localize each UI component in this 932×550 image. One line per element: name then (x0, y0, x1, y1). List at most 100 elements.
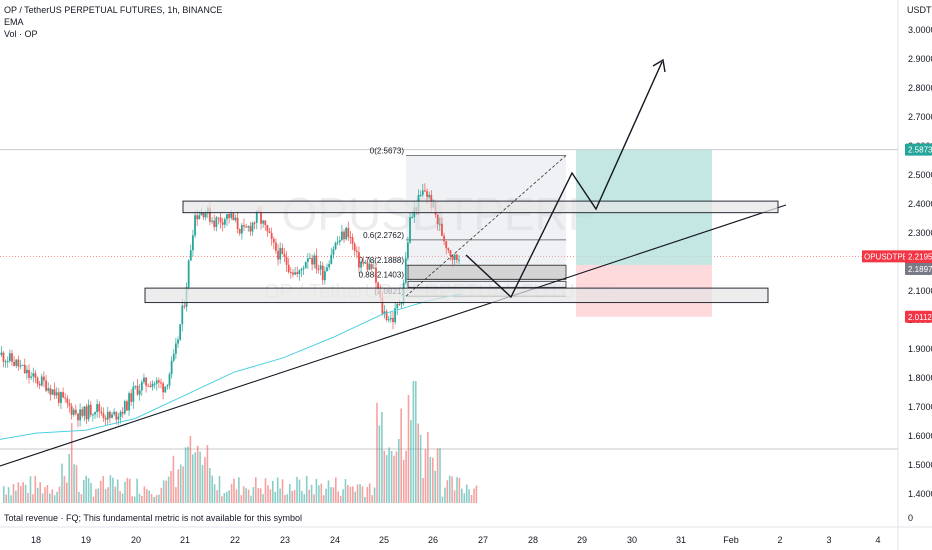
candle[interactable] (236, 217, 239, 230)
candle[interactable] (143, 377, 145, 383)
candle[interactable] (153, 383, 156, 385)
candle[interactable] (170, 360, 173, 375)
projection-path[interactable] (465, 61, 663, 299)
candle[interactable] (385, 311, 388, 321)
candle[interactable] (245, 226, 248, 228)
candle[interactable] (83, 406, 86, 416)
candle[interactable] (392, 317, 394, 323)
candle[interactable] (387, 319, 390, 321)
candle[interactable] (157, 380, 160, 383)
candle[interactable] (338, 240, 341, 242)
candle[interactable] (360, 262, 362, 268)
candle[interactable] (223, 219, 226, 225)
candle[interactable] (117, 416, 120, 420)
candle[interactable] (294, 272, 296, 275)
candle[interactable] (287, 264, 290, 273)
candle[interactable] (370, 264, 373, 269)
candle[interactable] (174, 343, 177, 354)
candle[interactable] (347, 227, 350, 238)
candle[interactable] (181, 305, 184, 325)
candle[interactable] (177, 339, 179, 344)
candle[interactable] (40, 376, 43, 386)
candle[interactable] (91, 414, 94, 416)
candle[interactable] (409, 217, 411, 243)
candle[interactable] (449, 250, 452, 257)
candle[interactable] (68, 403, 71, 406)
candle[interactable] (119, 411, 122, 417)
candle[interactable] (443, 235, 445, 242)
candle[interactable] (315, 255, 318, 269)
candle[interactable] (247, 226, 250, 228)
candle[interactable] (436, 214, 439, 224)
candle[interactable] (104, 418, 107, 420)
candle[interactable] (211, 220, 213, 222)
candle[interactable] (230, 213, 233, 218)
candle[interactable] (260, 211, 262, 224)
candle[interactable] (447, 248, 450, 251)
candle[interactable] (136, 385, 139, 395)
candle[interactable] (438, 223, 441, 225)
candle[interactable] (98, 404, 101, 412)
candle[interactable] (13, 361, 16, 366)
candle[interactable] (375, 267, 377, 283)
candle[interactable] (319, 265, 322, 270)
candle[interactable] (240, 225, 243, 234)
candle[interactable] (189, 250, 192, 261)
candle[interactable] (164, 386, 167, 393)
drawing-lines[interactable] (0, 58, 787, 467)
candle[interactable] (219, 217, 222, 223)
candle[interactable] (445, 241, 448, 249)
candle[interactable] (123, 401, 126, 414)
candle[interactable] (249, 226, 252, 232)
candle[interactable] (19, 365, 22, 367)
candle[interactable] (87, 404, 90, 420)
candle[interactable] (70, 405, 73, 415)
candle[interactable] (0, 352, 3, 355)
candle[interactable] (25, 369, 28, 374)
candle[interactable] (234, 217, 237, 221)
candle[interactable] (458, 259, 460, 261)
candle[interactable] (372, 267, 375, 269)
candle[interactable] (49, 388, 52, 395)
candle[interactable] (194, 215, 196, 236)
candle[interactable] (358, 252, 360, 268)
candle[interactable] (162, 383, 165, 393)
candle[interactable] (404, 258, 407, 283)
candle[interactable] (126, 401, 128, 411)
candle[interactable] (421, 190, 424, 195)
candle[interactable] (121, 411, 124, 414)
candle[interactable] (81, 409, 84, 416)
candle[interactable] (198, 215, 201, 220)
candle[interactable] (441, 223, 443, 236)
candle[interactable] (32, 373, 35, 377)
upper-range-box[interactable] (182, 200, 779, 214)
candle[interactable] (428, 194, 431, 198)
candle[interactable] (132, 386, 135, 402)
candle[interactable] (64, 397, 67, 399)
candle[interactable] (332, 249, 335, 255)
candle[interactable] (115, 411, 118, 420)
volume-legend[interactable]: Vol · OP (4, 29, 38, 39)
candle[interactable] (30, 376, 33, 378)
candle[interactable] (221, 222, 224, 225)
candle[interactable] (213, 220, 216, 228)
candle[interactable] (55, 392, 58, 396)
candle[interactable] (187, 260, 190, 288)
candle[interactable] (130, 393, 133, 402)
candle[interactable] (17, 359, 20, 367)
candle[interactable] (202, 211, 205, 218)
candle[interactable] (147, 385, 150, 387)
candle[interactable] (251, 222, 254, 232)
candle[interactable] (232, 213, 235, 221)
candle[interactable] (100, 411, 103, 414)
candle[interactable] (228, 214, 230, 218)
ema-line[interactable] (0, 293, 462, 442)
candle[interactable] (151, 383, 154, 387)
candle[interactable] (253, 222, 256, 224)
candle[interactable] (411, 216, 414, 218)
candle[interactable] (326, 267, 328, 272)
candle[interactable] (351, 237, 354, 244)
candle[interactable] (285, 256, 288, 265)
candle[interactable] (398, 304, 401, 306)
candle[interactable] (268, 231, 271, 234)
